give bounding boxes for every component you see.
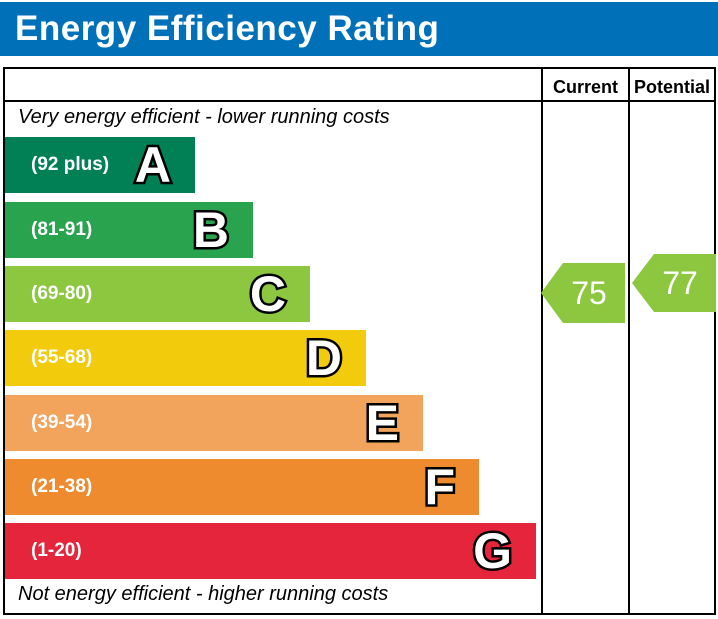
band-f-range: (21-38) [31,476,93,497]
note-very-efficient: Very energy efficient - lower running co… [18,106,390,128]
band-g-range: (1-20) [31,540,82,561]
note-not-efficient: Not energy efficient - higher running co… [18,583,389,605]
left-pointer-icon [632,254,716,312]
column-header-current: Current [552,77,618,97]
band-f-letter: F [422,457,457,518]
band-b-range: (81-91) [31,219,93,240]
left-pointer-icon [541,263,625,323]
band-c-letter: C [247,264,288,325]
band-d: (55-68) D [5,328,366,389]
band-a-letter: A [132,135,173,196]
page-title: Energy Efficiency Rating [15,9,440,48]
band-e-letter: E [363,393,401,454]
potential-rating-value: 77 [662,264,698,301]
band-b-letter: B [190,200,231,261]
band-g-letter: G [471,521,515,582]
band-c-range: (69-80) [31,283,93,304]
band-c: (69-80) C [5,264,310,325]
band-a-range: (92 plus) [31,154,110,175]
title-bar: Energy Efficiency Rating [0,2,718,56]
current-rating-value: 75 [571,274,607,311]
epc-rating-chart: Current Potential Very energy efficient … [3,67,716,615]
potential-rating-arrow: 77 [632,254,716,312]
band-d-range: (55-68) [31,347,93,368]
band-g: (1-20) G [5,521,536,582]
column-header-potential: Potential [633,77,710,97]
band-e: (39-54) E [5,393,423,454]
band-b: (81-91) B [5,200,253,261]
potential-column-divider [628,69,630,613]
current-column-divider [541,69,543,613]
band-d-letter: D [303,328,344,389]
header-divider-line [5,100,714,102]
band-e-range: (39-54) [31,412,93,433]
band-a: (92 plus) A [5,135,195,196]
band-f: (21-38) F [5,457,479,518]
current-rating-arrow: 75 [541,263,625,323]
